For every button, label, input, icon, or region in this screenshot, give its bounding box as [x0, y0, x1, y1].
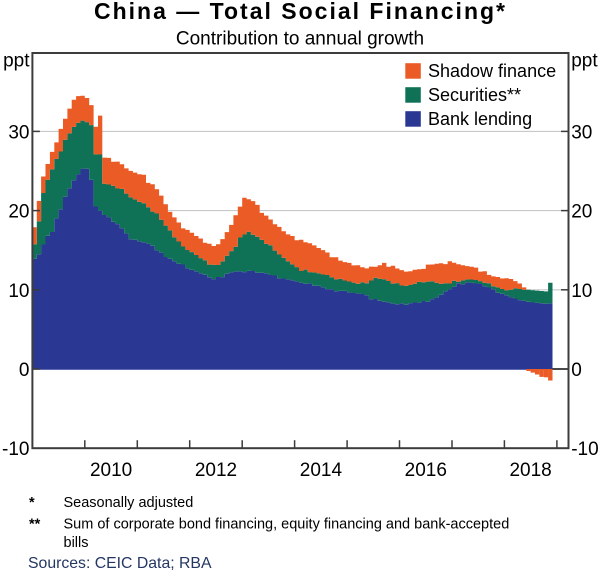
svg-text:Shadow finance: Shadow finance [428, 61, 556, 81]
svg-text:2018: 2018 [509, 460, 551, 481]
svg-text:China — Total Social Financing: China — Total Social Financing* [94, 0, 507, 24]
svg-text:2016: 2016 [405, 460, 447, 481]
svg-text:Contribution to annual growth: Contribution to annual growth [176, 29, 424, 50]
svg-text:10: 10 [8, 281, 29, 302]
svg-text:2010: 2010 [90, 460, 132, 481]
svg-text:30: 30 [8, 122, 29, 143]
svg-text:ppt: ppt [571, 51, 598, 72]
svg-text:Seasonally adjusted: Seasonally adjusted [64, 495, 194, 511]
svg-text:ppt: ppt [3, 51, 30, 72]
svg-text:Bank lending: Bank lending [428, 109, 532, 129]
svg-text:-10: -10 [571, 439, 598, 460]
svg-text:0: 0 [571, 360, 582, 381]
svg-text:*: * [29, 495, 35, 511]
svg-text:2012: 2012 [195, 460, 237, 481]
svg-text:2014: 2014 [300, 460, 343, 481]
svg-text:20: 20 [8, 202, 29, 223]
svg-text:30: 30 [571, 122, 592, 143]
svg-text:Securities**: Securities** [428, 85, 521, 105]
svg-text:0: 0 [19, 360, 30, 381]
svg-text:bills: bills [64, 535, 89, 551]
svg-text:20: 20 [571, 202, 592, 223]
svg-text:-10: -10 [2, 439, 29, 460]
svg-text:10: 10 [571, 281, 592, 302]
svg-text:**: ** [29, 517, 41, 533]
svg-text:Sources: CEIC Data; RBA: Sources: CEIC Data; RBA [28, 555, 212, 572]
svg-text:Sum of corporate bond financin: Sum of corporate bond financing, equity … [64, 517, 510, 533]
